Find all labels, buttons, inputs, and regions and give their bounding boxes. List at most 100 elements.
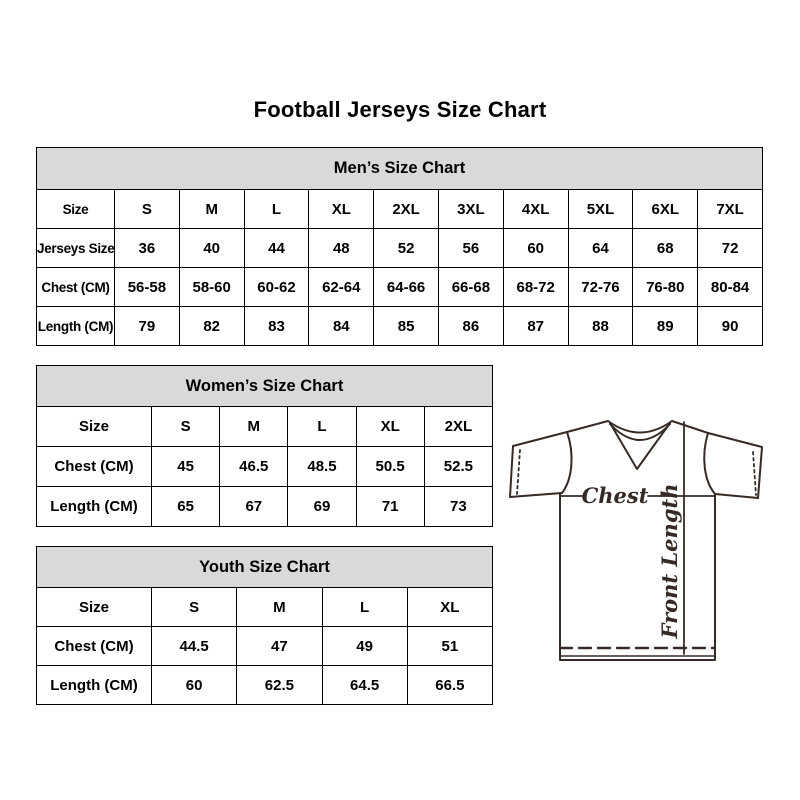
table-row: Length (CM) 79 82 83 84 85 86 87 88 89 90 xyxy=(36,306,763,346)
womens-table-title: Women’s Size Chart xyxy=(36,365,493,407)
left-cuff-dotted-line xyxy=(516,449,521,495)
value-cell: 50.5 xyxy=(355,446,425,487)
value-cell: XL xyxy=(406,587,494,627)
value-cell: 72 xyxy=(697,228,763,268)
table-row: Length (CM) 60 62.5 64.5 66.5 xyxy=(36,665,494,705)
value-cell: 66-68 xyxy=(437,267,504,307)
row-label-cell: Length (CM) xyxy=(36,665,152,705)
table-row: Size S M L XL 2XL xyxy=(36,406,494,447)
value-cell: 89 xyxy=(632,306,699,346)
table-row: Jerseys Size 36 40 44 48 52 56 60 64 68 72 xyxy=(36,228,763,268)
value-cell: 45 xyxy=(150,446,221,487)
chest-label: Chest xyxy=(582,483,649,508)
jersey-measurement-diagram: Chest Front Length xyxy=(509,420,763,661)
value-cell: 71 xyxy=(355,486,425,527)
value-cell: 58-60 xyxy=(178,267,245,307)
youth-table-title: Youth Size Chart xyxy=(36,546,493,588)
value-cell: M xyxy=(236,587,323,627)
value-cell: 69 xyxy=(287,486,357,527)
value-cell: XL xyxy=(355,406,425,447)
value-cell: 56-58 xyxy=(114,267,180,307)
value-cell: 72-76 xyxy=(567,267,634,307)
value-cell: 86 xyxy=(437,306,504,346)
value-cell: 44.5 xyxy=(150,626,238,666)
value-cell: 64.5 xyxy=(321,665,408,705)
value-cell: 88 xyxy=(567,306,634,346)
value-cell: 83 xyxy=(243,306,310,346)
mens-size-table: Men’s Size Chart Size S M L XL 2XL 3XL 4XL 5XL 6XL… xyxy=(36,147,763,346)
front-length-label: Front Length xyxy=(657,484,682,640)
value-cell: 46.5 xyxy=(219,446,289,487)
table-row: Size S M L XL 2XL 3XL 4XL 5XL 6XL 7XL xyxy=(36,189,763,229)
table-row: Size S M L XL xyxy=(36,587,494,627)
row-label-cell: Length (CM) xyxy=(36,486,152,527)
value-cell: 44 xyxy=(243,228,310,268)
value-cell: 90 xyxy=(697,306,763,346)
page-title: Football Jerseys Size Chart xyxy=(253,97,547,122)
row-label-cell: Size xyxy=(36,189,115,229)
value-cell: S xyxy=(114,189,180,229)
value-cell: 62-64 xyxy=(308,267,375,307)
value-cell: 60 xyxy=(150,665,238,705)
value-cell: L xyxy=(243,189,310,229)
value-cell: 52.5 xyxy=(423,446,494,487)
jersey-right-sleeve xyxy=(703,432,763,499)
youth-size-table: Youth Size Chart Size S M L XL Chest (CM) 44.5 4… xyxy=(36,546,494,705)
value-cell: 49 xyxy=(321,626,408,666)
value-cell: 7XL xyxy=(697,189,763,229)
mens-table-title: Men’s Size Chart xyxy=(36,147,763,190)
value-cell: 68 xyxy=(632,228,699,268)
jersey-body-outline xyxy=(559,420,716,661)
row-label-cell: Size xyxy=(36,406,152,447)
value-cell: 60-62 xyxy=(243,267,310,307)
table-row: Chest (CM) 56-58 58-60 60-62 62-64 64-66 66-68… xyxy=(36,267,763,307)
value-cell: 2XL xyxy=(373,189,439,229)
value-cell: 62.5 xyxy=(236,665,323,705)
value-cell: 6XL xyxy=(632,189,699,229)
value-cell: 73 xyxy=(423,486,494,527)
table-row: Chest (CM) 44.5 47 49 51 xyxy=(36,626,494,666)
value-cell: 56 xyxy=(437,228,504,268)
value-cell: 40 xyxy=(178,228,245,268)
row-label-cell: Chest (CM) xyxy=(36,267,115,307)
jersey-left-sleeve xyxy=(509,431,573,498)
row-label-cell: Length (CM) xyxy=(36,306,115,346)
value-cell: 85 xyxy=(373,306,439,346)
value-cell: 51 xyxy=(406,626,494,666)
value-cell: 64 xyxy=(567,228,634,268)
value-cell: L xyxy=(287,406,357,447)
value-cell: 84 xyxy=(308,306,375,346)
value-cell: S xyxy=(150,587,238,627)
value-cell: L xyxy=(321,587,408,627)
value-cell: 2XL xyxy=(423,406,494,447)
value-cell: XL xyxy=(308,189,375,229)
value-cell: S xyxy=(150,406,221,447)
row-label-cell: Chest (CM) xyxy=(36,446,152,487)
value-cell: M xyxy=(219,406,289,447)
value-cell: 79 xyxy=(114,306,180,346)
row-label-cell: Size xyxy=(36,587,152,627)
table-row: Chest (CM) 45 46.5 48.5 50.5 52.5 xyxy=(36,446,494,487)
womens-size-table: Women’s Size Chart Size S M L XL 2XL Chest (CM)… xyxy=(36,365,494,527)
value-cell: 68-72 xyxy=(502,267,569,307)
value-cell: 64-66 xyxy=(373,267,439,307)
value-cell: 80-84 xyxy=(697,267,763,307)
value-cell: 3XL xyxy=(437,189,504,229)
jersey-vneck-collar xyxy=(607,420,673,470)
value-cell: 87 xyxy=(502,306,569,346)
row-label-cell: Chest (CM) xyxy=(36,626,152,666)
value-cell: 5XL xyxy=(567,189,634,229)
value-cell: 36 xyxy=(114,228,180,268)
value-cell: M xyxy=(178,189,245,229)
right-cuff-dotted-line xyxy=(752,451,757,496)
value-cell: 60 xyxy=(502,228,569,268)
table-row: Length (CM) 65 67 69 71 73 xyxy=(36,486,494,527)
value-cell: 67 xyxy=(219,486,289,527)
value-cell: 48 xyxy=(308,228,375,268)
value-cell: 4XL xyxy=(502,189,569,229)
value-cell: 66.5 xyxy=(406,665,494,705)
value-cell: 82 xyxy=(178,306,245,346)
value-cell: 48.5 xyxy=(287,446,357,487)
value-cell: 52 xyxy=(373,228,439,268)
